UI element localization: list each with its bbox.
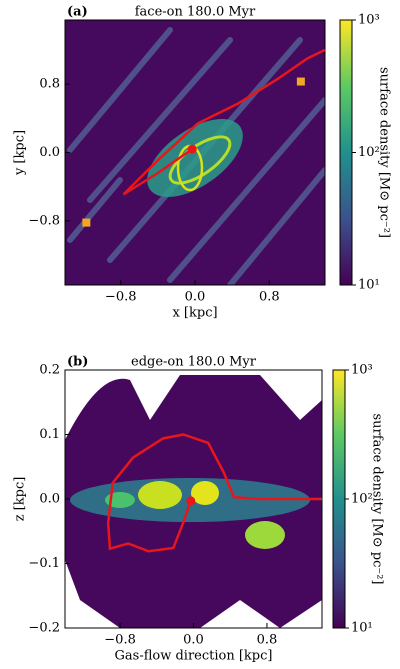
y-tick-label: 0.8 [39, 77, 60, 92]
track-line [122, 48, 326, 196]
y-tick-label: −0.1 [28, 556, 60, 571]
x-axis-label: Gas-flow direction [kpc] [115, 649, 273, 664]
track-start [187, 144, 197, 154]
y-axis-label: z [kpc] [13, 477, 28, 522]
colorbar-label: surface density [M⊙ pc⁻²] [370, 414, 385, 585]
marker [82, 218, 91, 227]
chart-title: edge-on 180.0 Myr [131, 355, 257, 370]
x-tick-label: 0.0 [185, 290, 206, 305]
colorbar [339, 19, 353, 286]
x-tick-label: −0.8 [104, 633, 136, 648]
y-tick-label: −0.2 [28, 621, 60, 636]
x-tick-label: 0.8 [259, 290, 280, 305]
panel-label: (b) [67, 355, 88, 370]
colorbar-tick-label: 10³ [351, 363, 373, 378]
track-line [106, 433, 322, 553]
y-tick-label: 0.1 [39, 427, 60, 442]
y-axis-label: y [kpc] [13, 130, 28, 176]
x-tick-label: −0.8 [105, 290, 137, 305]
x-tick-label: 0.8 [257, 633, 278, 648]
y-tick-label: 0.2 [39, 363, 60, 378]
y-tick-label: 0.0 [39, 492, 60, 507]
track-start [186, 496, 196, 506]
y-tick-label: −0.8 [28, 213, 60, 228]
density-map [65, 20, 325, 285]
colorbar-tick-label: 10² [351, 492, 373, 507]
colorbar-tick-label: 10³ [358, 13, 380, 28]
marker [296, 77, 305, 86]
chart-title: face-on 180.0 Myr [135, 5, 256, 20]
colorbar-tick-label: 10² [358, 145, 380, 160]
x-axis-label: x [kpc] [172, 306, 217, 321]
y-tick-label: 0.0 [39, 145, 60, 160]
colorbar-tick-label: 10¹ [358, 278, 380, 293]
colorbar-tick-label: 10¹ [351, 621, 373, 636]
colorbar [332, 369, 346, 629]
x-tick-label: 0.0 [183, 633, 204, 648]
colorbar-label: surface density [M⊙ pc⁻²] [377, 67, 392, 238]
panel-label: (a) [67, 5, 88, 20]
